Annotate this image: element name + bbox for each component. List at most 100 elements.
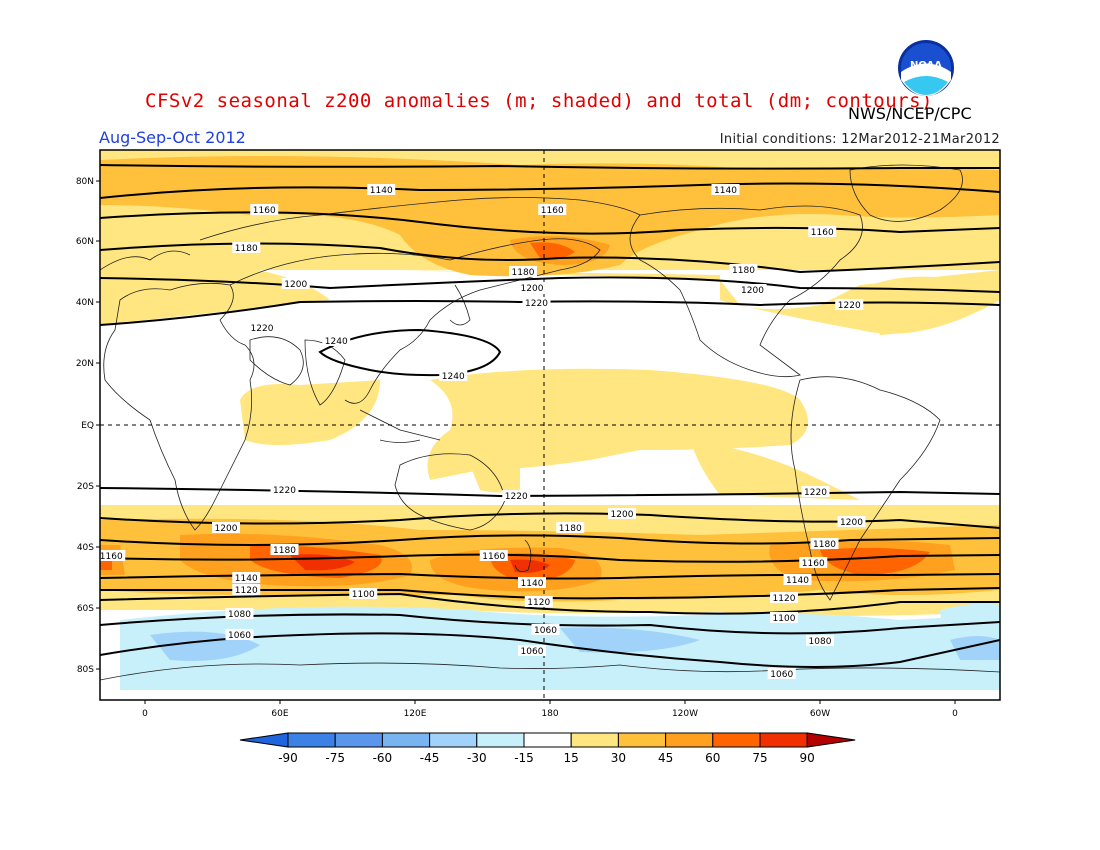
contour-1240 xyxy=(318,328,502,377)
colorbar-arrow-left xyxy=(239,732,289,748)
contour-label: 1180 xyxy=(273,546,296,556)
contour-label: 1060 xyxy=(228,631,251,641)
contour-label-bg xyxy=(322,335,351,346)
lat-tick-label: 40N xyxy=(76,298,94,308)
contour-label: 1220 xyxy=(251,324,274,334)
contour-label-bg xyxy=(767,668,796,679)
contour-label: 1140 xyxy=(786,576,809,586)
contour-label: 1120 xyxy=(773,594,796,604)
contour-label: 1180 xyxy=(512,268,535,278)
noaa-logo: NOAA xyxy=(898,40,954,96)
contour-label: 1220 xyxy=(273,486,296,496)
contour-label-bg xyxy=(367,184,396,195)
contour-label: 1100 xyxy=(352,590,375,600)
lon-tick-label: 0 xyxy=(142,709,148,719)
contour-label-bg xyxy=(808,226,837,237)
contour-label-bg xyxy=(729,264,758,275)
contour-label-bg xyxy=(270,484,299,495)
season-label: Aug-Sep-Oct 2012 xyxy=(99,128,246,147)
contour-label: 1120 xyxy=(527,598,550,608)
contour-label: 1220 xyxy=(505,492,528,502)
organization-label: NWS/NCEP/CPC xyxy=(848,104,972,123)
colorbar-bin xyxy=(429,732,478,748)
contour-label: 1240 xyxy=(325,337,348,347)
lon-tick-label: 180 xyxy=(541,709,558,719)
latitude-axis: 80N 60N 40N 20N EQ 20S 40S 60S 80S xyxy=(76,177,100,675)
contour-label-bg xyxy=(232,572,261,583)
colorbar-label: 30 xyxy=(611,751,626,765)
colorbar-label: 60 xyxy=(705,751,720,765)
longitude-axis: 0 60E 120E 180 120W 60W 0 xyxy=(142,700,958,719)
contour-label-bg xyxy=(248,322,276,333)
colorbar-bin xyxy=(665,732,714,748)
contour-label: 1200 xyxy=(741,286,764,296)
colorbar-label: 75 xyxy=(752,751,767,765)
colorbar-bin xyxy=(712,732,761,748)
contour-label: 1140 xyxy=(235,574,258,584)
contour-1180-north xyxy=(100,242,1000,274)
colorbar-label: -90 xyxy=(278,751,298,765)
contour-label-bg xyxy=(524,596,553,607)
coastlines xyxy=(100,164,1000,681)
contour-label-bg xyxy=(783,574,812,585)
contour-label: 1180 xyxy=(559,524,582,534)
contour-label-bg xyxy=(522,297,551,308)
colorbar-label: 90 xyxy=(800,751,815,765)
map-title: CFSv2 seasonal z200 anomalies (m; shaded… xyxy=(145,90,933,112)
contour-label-bg xyxy=(232,242,261,253)
lat-tick-label: EQ xyxy=(81,421,94,431)
colorbar-bin xyxy=(287,732,336,748)
colorbar-label: -75 xyxy=(325,751,345,765)
contour-label-bg xyxy=(531,624,560,635)
contour-label: 1240 xyxy=(442,372,465,382)
contour-label: 1200 xyxy=(611,510,634,520)
colorbar-bin xyxy=(617,732,667,748)
contour-label-bg xyxy=(479,550,508,561)
contour-label: 1160 xyxy=(100,552,123,562)
contour-label: 1060 xyxy=(534,626,557,636)
colorbar-arrow-right xyxy=(806,732,856,748)
contour-label-bg xyxy=(225,629,254,640)
contour-label: 1160 xyxy=(482,552,505,562)
contour-label-bg xyxy=(250,204,279,215)
contour-label-bg xyxy=(806,635,834,646)
contour-label: 1100 xyxy=(773,614,796,624)
lat-tick-label: 40S xyxy=(77,543,94,553)
colorbar-label: -45 xyxy=(420,751,440,765)
lat-tick-label: 60S xyxy=(77,604,94,614)
contour-1160-south xyxy=(100,553,1000,563)
colorbar-bin xyxy=(759,732,808,748)
contour-label-bg xyxy=(518,645,546,656)
colorbar: -90 -75 -60 -45 -30 -15 15 30 45 60 75 90 xyxy=(239,732,856,765)
lon-tick-label: 120W xyxy=(672,709,698,719)
contour-label-layer: 1140 1140 1160 1160 1160 1180 1180 1180 1200 1200… xyxy=(100,184,866,680)
colorbar-bin xyxy=(476,732,525,748)
contour-label: 1060 xyxy=(770,670,793,680)
contour-label: 1080 xyxy=(228,610,251,620)
contour-label-bg xyxy=(518,282,546,293)
contour-label-bg xyxy=(556,522,585,533)
contour-label-bg xyxy=(349,588,378,599)
contour-label: 1160 xyxy=(811,228,834,238)
contour-label: 1140 xyxy=(521,579,544,589)
lon-tick-label: 0 xyxy=(952,709,958,719)
contour-label-bg xyxy=(711,184,740,195)
contour-label: 1220 xyxy=(804,488,827,498)
contour-label: 1160 xyxy=(253,206,276,216)
contour-label-bg xyxy=(835,299,864,310)
contour-label: 1180 xyxy=(732,266,755,276)
lon-tick-label: 120E xyxy=(404,709,427,719)
lat-tick-label: 80N xyxy=(76,177,94,187)
contour-label: 1060 xyxy=(521,647,544,657)
colorbar-label: -60 xyxy=(373,751,393,765)
contour-label: 1080 xyxy=(809,637,832,647)
contour-label-bg xyxy=(799,557,828,568)
contour-1180-south xyxy=(100,534,1000,546)
contour-label-bg xyxy=(100,550,126,561)
colorbar-label: 45 xyxy=(658,751,673,765)
contour-label-bg xyxy=(439,370,468,381)
contour-label-bg xyxy=(538,204,567,215)
lon-tick-label: 60E xyxy=(271,709,288,719)
contour-label: 1200 xyxy=(215,524,238,534)
